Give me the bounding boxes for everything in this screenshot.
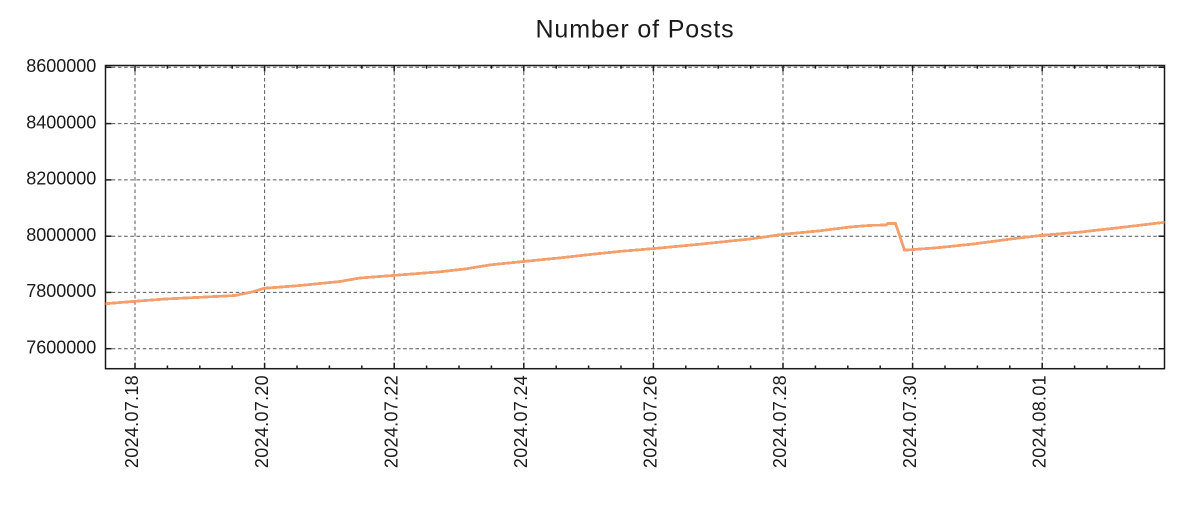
- svg-text:8000000: 8000000: [26, 225, 96, 245]
- svg-text:7600000: 7600000: [26, 337, 96, 357]
- svg-text:7800000: 7800000: [26, 281, 96, 301]
- svg-text:8600000: 8600000: [26, 56, 96, 76]
- svg-text:2024.07.20: 2024.07.20: [252, 375, 272, 468]
- svg-text:2024.07.18: 2024.07.18: [122, 375, 142, 468]
- svg-text:8400000: 8400000: [26, 112, 96, 132]
- svg-text:2024.07.24: 2024.07.24: [511, 375, 531, 468]
- svg-text:8200000: 8200000: [26, 169, 96, 189]
- svg-text:2024.08.01: 2024.08.01: [1029, 375, 1049, 468]
- svg-text:2024.07.28: 2024.07.28: [770, 375, 790, 468]
- svg-text:2024.07.22: 2024.07.22: [381, 375, 401, 468]
- svg-text:Number of Posts: Number of Posts: [536, 16, 735, 44]
- svg-text:2024.07.26: 2024.07.26: [641, 375, 661, 468]
- svg-text:2024.07.30: 2024.07.30: [900, 375, 920, 468]
